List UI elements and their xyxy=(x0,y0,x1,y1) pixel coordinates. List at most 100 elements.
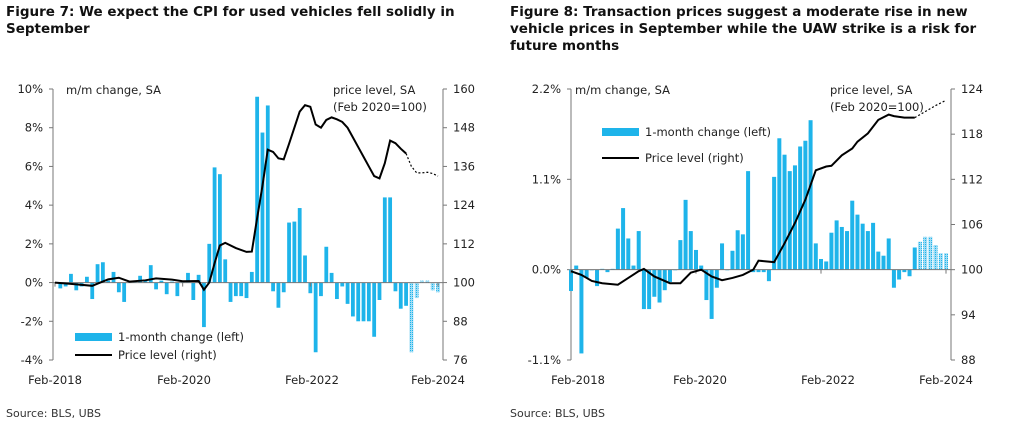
bar xyxy=(202,282,206,328)
bar xyxy=(657,269,662,303)
legend-bar-label: 1-month change (left) xyxy=(645,125,771,139)
x-tick-label: Feb-2020 xyxy=(157,373,211,387)
bar xyxy=(845,231,850,270)
price-level-forecast-line xyxy=(405,153,439,177)
bar xyxy=(907,269,912,277)
forecast-bar xyxy=(436,282,440,293)
bar xyxy=(106,280,111,283)
bar xyxy=(720,243,725,270)
x-tick-label: Feb-2018 xyxy=(551,373,605,387)
forecast-bar xyxy=(430,282,435,291)
left-tick-label: -2% xyxy=(21,314,43,328)
bar xyxy=(912,247,917,270)
bar xyxy=(808,120,813,270)
bar xyxy=(175,282,180,297)
bar xyxy=(751,269,756,273)
bar xyxy=(377,282,382,300)
right-tick-label: 118 xyxy=(961,127,983,141)
bar xyxy=(855,214,860,270)
bar xyxy=(824,261,829,270)
price-level-forecast-line xyxy=(914,99,947,119)
right-axis-label: price level, SA xyxy=(333,83,415,97)
chart-title: Figure 7: We expect the CPI for used veh… xyxy=(6,4,455,37)
bar xyxy=(191,282,196,300)
forecast-bar xyxy=(409,282,414,353)
x-tick-label: Feb-2022 xyxy=(801,373,855,387)
bar xyxy=(860,223,865,270)
left-tick-label: -1.1% xyxy=(528,353,561,367)
right-tick-label: 100 xyxy=(453,276,475,290)
bar xyxy=(792,165,797,270)
bar xyxy=(766,269,771,282)
forecast-bar xyxy=(944,253,948,270)
bar xyxy=(281,282,286,293)
right-tick-label: 148 xyxy=(453,121,475,135)
bar xyxy=(683,199,688,270)
right-tick-label: 160 xyxy=(453,82,475,96)
bar xyxy=(382,197,387,283)
right-axis-label: price level, SA xyxy=(830,83,912,97)
source-note: Source: BLS, UBS xyxy=(510,407,606,420)
bar xyxy=(335,282,339,300)
bar xyxy=(303,255,307,283)
bar xyxy=(636,231,641,270)
bar xyxy=(709,269,714,319)
left-tick-label: 6% xyxy=(25,159,43,173)
bar xyxy=(122,282,127,302)
source-note: Source: BLS, UBS xyxy=(6,407,102,420)
bar xyxy=(143,280,148,283)
left-tick-label: -4% xyxy=(21,353,43,367)
bar xyxy=(730,250,735,270)
bar xyxy=(292,221,297,283)
price-level-line xyxy=(54,103,407,292)
x-tick-label: Feb-2024 xyxy=(919,373,973,387)
forecast-bar xyxy=(414,282,419,299)
bar xyxy=(746,171,751,270)
bar xyxy=(372,282,377,337)
x-tick-label: Feb-2020 xyxy=(673,373,727,387)
bar xyxy=(569,269,573,292)
figure-8-chart: 2.2% 1.1% 0.0% -1.1% 124 118 112 106 100 94 88 Feb-… xyxy=(528,82,983,387)
bar xyxy=(308,282,313,294)
right-tick-label: 124 xyxy=(453,198,475,212)
bar xyxy=(631,265,636,270)
bar xyxy=(69,273,73,283)
bar xyxy=(615,228,620,270)
bar xyxy=(138,275,143,283)
bar xyxy=(361,282,366,322)
bar xyxy=(228,282,233,302)
left-tick-label: 1.1% xyxy=(532,172,561,186)
bar xyxy=(782,154,787,270)
left-tick-label: 10% xyxy=(17,82,43,96)
left-axis-label: m/m change, SA xyxy=(575,83,670,97)
bar xyxy=(388,197,393,283)
left-tick-label: 0.0% xyxy=(532,263,561,277)
bar xyxy=(393,282,398,292)
figure-7-panel: Figure 7: We expect the CPI for used veh… xyxy=(0,0,505,434)
left-tick-label: 2.2% xyxy=(532,82,561,96)
left-tick-label: 8% xyxy=(25,121,43,135)
bar xyxy=(735,230,740,270)
price-level-line xyxy=(570,113,915,286)
forecast-bar xyxy=(938,253,943,270)
forecast-bar xyxy=(425,280,430,283)
bar xyxy=(787,171,792,270)
bar xyxy=(756,269,761,273)
right-tick-label: 76 xyxy=(453,353,468,367)
bar xyxy=(319,282,323,297)
legend-line-label: Price level (right) xyxy=(118,348,217,362)
legend-bar-swatch xyxy=(602,128,639,136)
bar xyxy=(688,231,693,270)
forecast-bar xyxy=(923,236,928,270)
bar xyxy=(100,262,105,283)
left-tick-label: 0% xyxy=(25,276,43,290)
bar xyxy=(164,282,169,295)
bar xyxy=(678,240,683,270)
forecast-bar xyxy=(420,280,424,283)
x-tick-label: Feb-2018 xyxy=(28,373,82,387)
forecast-bar xyxy=(928,236,933,270)
bar xyxy=(340,282,345,287)
bar xyxy=(350,282,355,317)
bar xyxy=(626,238,631,270)
bar xyxy=(694,249,698,270)
